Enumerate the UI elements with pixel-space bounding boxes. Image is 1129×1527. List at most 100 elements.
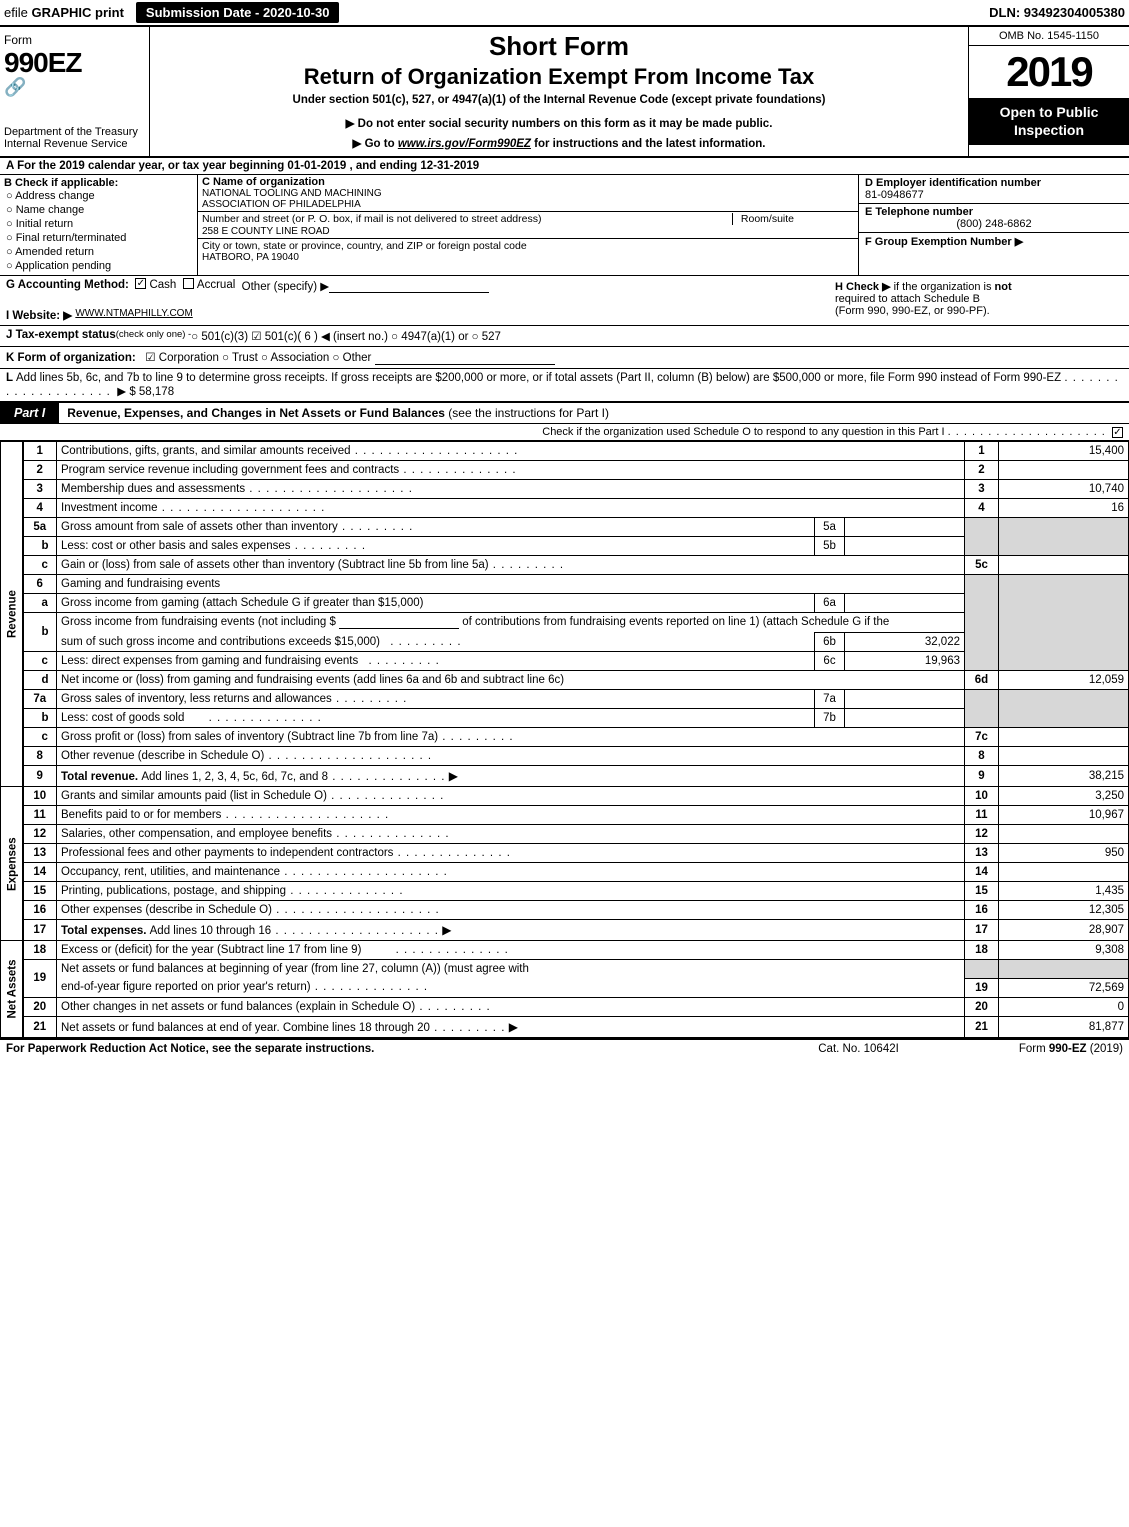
line-6a-mn: 6a (815, 594, 845, 613)
line-20-rv: 0 (999, 997, 1129, 1016)
line-12-desc: Salaries, other compensation, and employ… (57, 825, 965, 844)
line-19-desc-2: end-of-year figure reported on prior yea… (57, 978, 965, 997)
line-2-desc: Program service revenue including govern… (57, 461, 965, 480)
line-3-num: 3 (23, 480, 57, 499)
h-label: H Check ▶ (835, 281, 891, 293)
net-assets-label: Net Assets (1, 941, 23, 1038)
d-value: 81-0948677 (865, 189, 924, 201)
line-7b-desc: Less: cost of goods sold (57, 709, 815, 728)
line-6a-mv (845, 594, 965, 613)
efile-prefix: efile (4, 5, 31, 20)
line-7b-mv (845, 709, 965, 728)
part-1-check: Check if the organization used Schedule … (0, 424, 1129, 441)
h-text2: required to attach Schedule B (835, 293, 980, 305)
line-6b-mn: 6b (815, 633, 845, 652)
submission-date-pill: Submission Date - 2020-10-30 (136, 2, 340, 23)
line-21-num: 21 (23, 1016, 57, 1037)
lines-table: Revenue 1 Contributions, gifts, grants, … (0, 441, 1129, 1038)
line-17-desc: Total expenses. Add lines 10 through 16 (57, 920, 965, 941)
line-1-desc: Contributions, gifts, grants, and simila… (57, 442, 965, 461)
line-18-desc: Excess or (deficit) for the year (Subtra… (57, 941, 965, 960)
line-7c-rn: 7c (965, 728, 999, 747)
top-bar: efile GRAPHIC print Submission Date - 20… (0, 0, 1129, 27)
line-9-rv: 38,215 (999, 766, 1129, 787)
j-options[interactable]: ○ 501(c)(3) ☑ 501(c)( 6 ) ◀ (insert no.)… (191, 329, 501, 343)
line-12-rv (999, 825, 1129, 844)
form-header: Form 990EZ 🔗 Department of the Treasury … (0, 27, 1129, 158)
line-18-rv: 9,308 (999, 941, 1129, 960)
line-8-rv (999, 747, 1129, 766)
chk-final-return[interactable]: Final return/terminated (4, 231, 193, 245)
footer-form: Form 990-EZ (2019) (1019, 1043, 1123, 1055)
k-options[interactable]: ☑ Corporation ○ Trust ○ Association ○ Ot… (145, 352, 371, 364)
part-1-checkbox[interactable] (1112, 427, 1123, 438)
line-5a-mn: 5a (815, 518, 845, 537)
line-6b-mv: 32,022 (845, 633, 965, 652)
line-17-rv: 28,907 (999, 920, 1129, 941)
e-phone: E Telephone number (800) 248-6862 (859, 204, 1129, 233)
g-accrual-checkbox[interactable] (183, 278, 194, 289)
chk-name-change[interactable]: Name change (4, 203, 193, 217)
line-11-rv: 10,967 (999, 806, 1129, 825)
line-5c-rn: 5c (965, 556, 999, 575)
line-14-desc: Occupancy, rent, utilities, and maintena… (57, 863, 965, 882)
chk-amended-return[interactable]: Amended return (4, 245, 193, 259)
under-section: Under section 501(c), 527, or 4947(a)(1)… (156, 94, 962, 106)
goto-link[interactable]: www.irs.gov/Form990EZ (398, 138, 531, 150)
line-7a-desc: Gross sales of inventory, less returns a… (57, 690, 815, 709)
line-21-rv: 81,877 (999, 1016, 1129, 1037)
line-16-rn: 16 (965, 901, 999, 920)
line-20-desc: Other changes in net assets or fund bala… (57, 997, 965, 1016)
line-10-rn: 10 (965, 787, 999, 806)
line-6c-num: c (23, 652, 57, 671)
header-left: Form 990EZ 🔗 Department of the Treasury … (0, 27, 150, 156)
line-4-num: 4 (23, 499, 57, 518)
chk-address-change[interactable]: Address change (4, 189, 193, 203)
line-11-num: 11 (23, 806, 57, 825)
link-icon[interactable]: 🔗 (4, 77, 26, 97)
line-5c-num: c (23, 556, 57, 575)
footer-cat: Cat. No. 10642I (818, 1043, 899, 1055)
line-12-num: 12 (23, 825, 57, 844)
i-value[interactable]: WWW.NTMAPHILLY.COM (75, 308, 192, 322)
footer-left: For Paperwork Reduction Act Notice, see … (6, 1043, 374, 1055)
line-1-rv: 15,400 (999, 442, 1129, 461)
line-3-desc: Membership dues and assessments (57, 480, 965, 499)
c-name-label: C Name of organization (202, 176, 854, 188)
line-13-rv: 950 (999, 844, 1129, 863)
g-cash-checkbox[interactable] (135, 278, 146, 289)
line-7a-mn: 7a (815, 690, 845, 709)
f-group-exemption: F Group Exemption Number ▶ (859, 233, 1129, 250)
omb-number: OMB No. 1545-1150 (969, 27, 1129, 46)
j-label: J Tax-exempt status (6, 329, 116, 343)
chk-application-pending[interactable]: Application pending (4, 259, 193, 273)
line-14-rn: 14 (965, 863, 999, 882)
open-public-inspection: Open to Public Inspection (969, 98, 1129, 145)
part-1-title: Revenue, Expenses, and Changes in Net As… (59, 403, 1129, 423)
header-center: Short Form Return of Organization Exempt… (150, 27, 969, 156)
chk-initial-return[interactable]: Initial return (4, 217, 193, 231)
line-10-desc: Grants and similar amounts paid (list in… (57, 787, 965, 806)
line-20-num: 20 (23, 997, 57, 1016)
line-15-desc: Printing, publications, postage, and shi… (57, 882, 965, 901)
line-5ab-rn-grey (965, 518, 999, 556)
line-10-rv: 3,250 (999, 787, 1129, 806)
street-label: Number and street (or P. O. box, if mail… (202, 213, 541, 225)
line-18-num: 18 (23, 941, 57, 960)
line-15-num: 15 (23, 882, 57, 901)
line-13-rn: 13 (965, 844, 999, 863)
line-6b-desc-2: sum of such gross income and contributio… (57, 633, 815, 652)
footer: For Paperwork Reduction Act Notice, see … (0, 1038, 1129, 1058)
line-6-rv-grey (999, 575, 1129, 671)
line-5a-num: 5a (23, 518, 57, 537)
line-7a-mv (845, 690, 965, 709)
e-label: E Telephone number (865, 206, 973, 218)
line-6c-mv: 19,963 (845, 652, 965, 671)
line-5b-num: b (23, 537, 57, 556)
line-7ab-rn-grey (965, 690, 999, 728)
line-5a-desc: Gross amount from sale of assets other t… (57, 518, 815, 537)
line-8-num: 8 (23, 747, 57, 766)
block-bcdef: B Check if applicable: Address change Na… (0, 175, 1129, 276)
h-check: H Check ▶ if the organization is not req… (829, 278, 1129, 319)
efile-bold2[interactable]: print (95, 5, 124, 20)
